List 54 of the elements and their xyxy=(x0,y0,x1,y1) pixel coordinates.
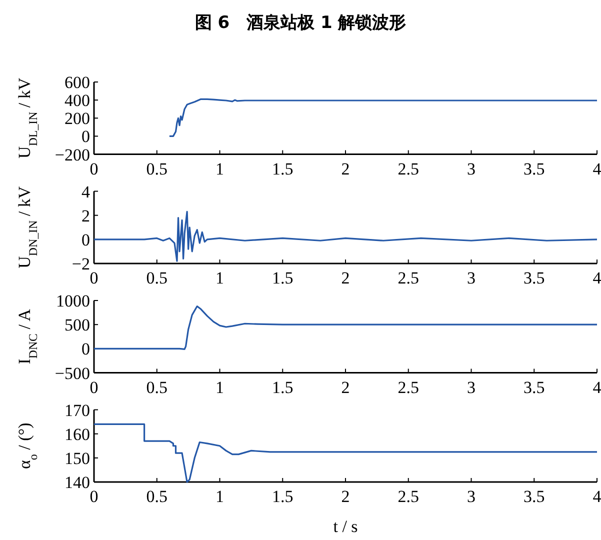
x-tick-label: 4 xyxy=(592,487,601,506)
x-tick-label: 1.5 xyxy=(272,378,294,397)
x-tick-label: 4 xyxy=(592,378,601,397)
x-tick-label: 2 xyxy=(341,159,350,178)
y-tick-label: −200 xyxy=(54,145,90,164)
x-tick-label: 2 xyxy=(341,487,350,506)
y-tick-label: 2 xyxy=(82,206,90,226)
x-tick-label: 0.5 xyxy=(146,159,168,178)
x-tick-label: 0.5 xyxy=(146,378,168,397)
y-tick-label: 0 xyxy=(82,127,90,146)
x-tick-label: 3 xyxy=(467,487,476,506)
x-tick-label: 2 xyxy=(341,268,350,288)
x-tick-label: 3.5 xyxy=(524,378,545,397)
x-tick-label: 0.5 xyxy=(146,268,168,288)
x-tick-label: 3 xyxy=(467,159,476,178)
x-tick-label: 3.5 xyxy=(524,159,545,178)
x-tick-label: 2.5 xyxy=(398,159,419,178)
x-tick-label: 3 xyxy=(467,268,476,288)
x-tick-label: 3.5 xyxy=(524,487,545,506)
x-tick-label: 0.5 xyxy=(146,487,168,506)
line-series xyxy=(93,305,598,350)
x-tick-label: 4 xyxy=(592,268,601,288)
y-tick-label: 400 xyxy=(64,91,90,110)
y-tick-label: 1000 xyxy=(56,292,90,310)
y-tick-label: 170 xyxy=(64,400,90,420)
x-tick-label: 1 xyxy=(216,268,224,288)
x-axis-title: t / s xyxy=(333,517,358,536)
x-tick-label: 2 xyxy=(341,378,350,397)
x-tick-label: 4 xyxy=(592,159,601,178)
x-tick-label: 1 xyxy=(216,159,224,178)
x-tick-label: 3.5 xyxy=(524,268,545,288)
y-tick-label: −500 xyxy=(54,364,90,383)
x-tick-label: 1.5 xyxy=(272,159,294,178)
x-tick-label: 1 xyxy=(216,487,224,506)
x-tick-label: 1.5 xyxy=(272,268,294,288)
y-tick-label: 150 xyxy=(64,448,90,468)
y-tick-label: 0 xyxy=(82,230,90,250)
y-tick-label: 600 xyxy=(64,73,90,92)
line-series xyxy=(93,210,598,262)
y-tick-label: −2 xyxy=(72,254,90,274)
x-tick-label: 2.5 xyxy=(398,378,419,397)
line-series xyxy=(168,98,598,137)
y-tick-label: 200 xyxy=(64,109,90,128)
y-tick-label: 140 xyxy=(64,473,90,492)
y-tick-label: 4 xyxy=(82,182,90,202)
x-tick-label: 2.5 xyxy=(398,487,419,506)
x-tick-label: 1.5 xyxy=(272,487,294,506)
y-tick-label: 0 xyxy=(82,340,90,359)
x-tick-label: 1 xyxy=(216,378,224,397)
chart-title: 图 6 酒泉站极 1 解锁波形 xyxy=(194,13,406,33)
x-tick-label: 2.5 xyxy=(398,268,419,288)
y-tick-label: 500 xyxy=(64,316,90,335)
x-tick-label: 3 xyxy=(467,378,476,397)
y-tick-label: 160 xyxy=(64,424,90,444)
